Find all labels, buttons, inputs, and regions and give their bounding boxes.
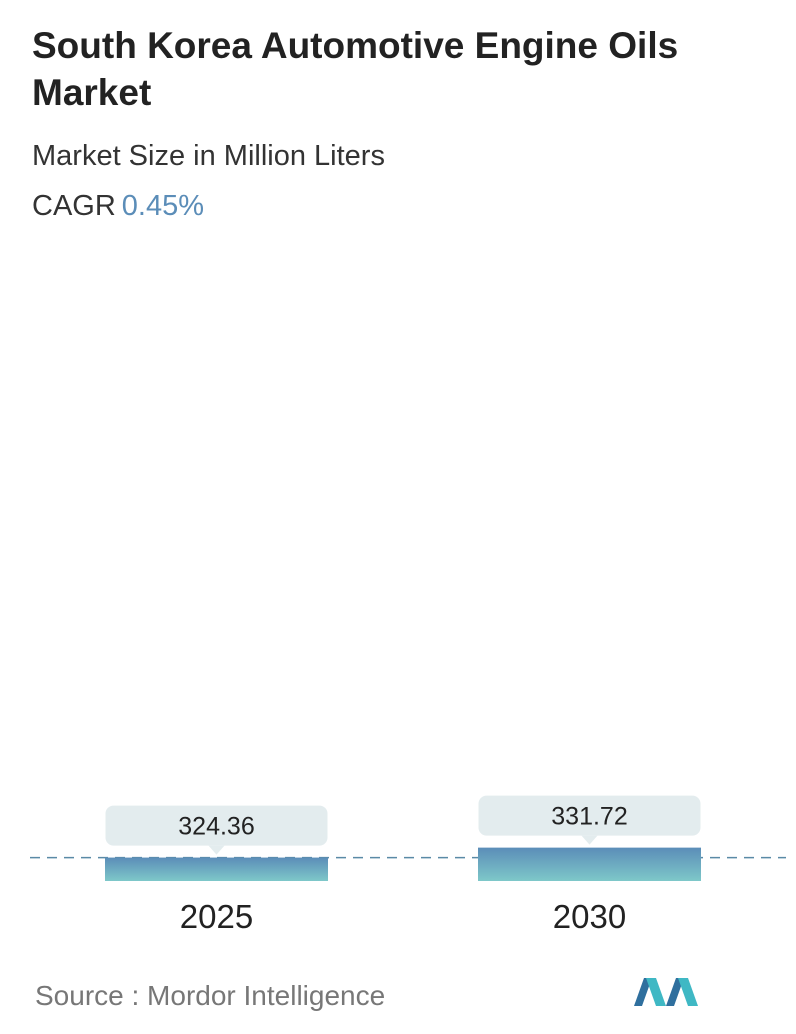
- value-label-pointer: [581, 835, 598, 845]
- value-label-2025: 324.36: [178, 813, 254, 841]
- chart-title: South Korea Automotive Engine Oils Marke…: [32, 25, 679, 113]
- category-label-2030: 2030: [553, 898, 626, 935]
- value-label-box: [105, 805, 328, 846]
- value-label-2030: 331.72: [551, 803, 627, 831]
- bar-2030: [478, 847, 701, 881]
- value-label-pointer: [208, 845, 225, 855]
- category-label-2025: 2025: [180, 898, 253, 935]
- chart-subtitle: Market Size in Million Liters: [32, 140, 385, 172]
- bars-layer: [30, 847, 786, 881]
- bar-2025: [105, 857, 328, 881]
- source-text: Source : Mordor Intelligence: [35, 980, 386, 1011]
- labels-layer: 324.36 2025 331.72 2030: [105, 795, 701, 935]
- mordor-intelligence-logo-icon: [634, 978, 698, 1006]
- value-label-box: [478, 795, 701, 836]
- bar-chart: 324.36 2025 331.72 2030: [30, 795, 786, 935]
- cagr-line: CAGR 0.45%: [32, 190, 204, 223]
- cagr-value: 0.45%: [121, 190, 205, 222]
- cagr-label: CAGR: [32, 190, 116, 222]
